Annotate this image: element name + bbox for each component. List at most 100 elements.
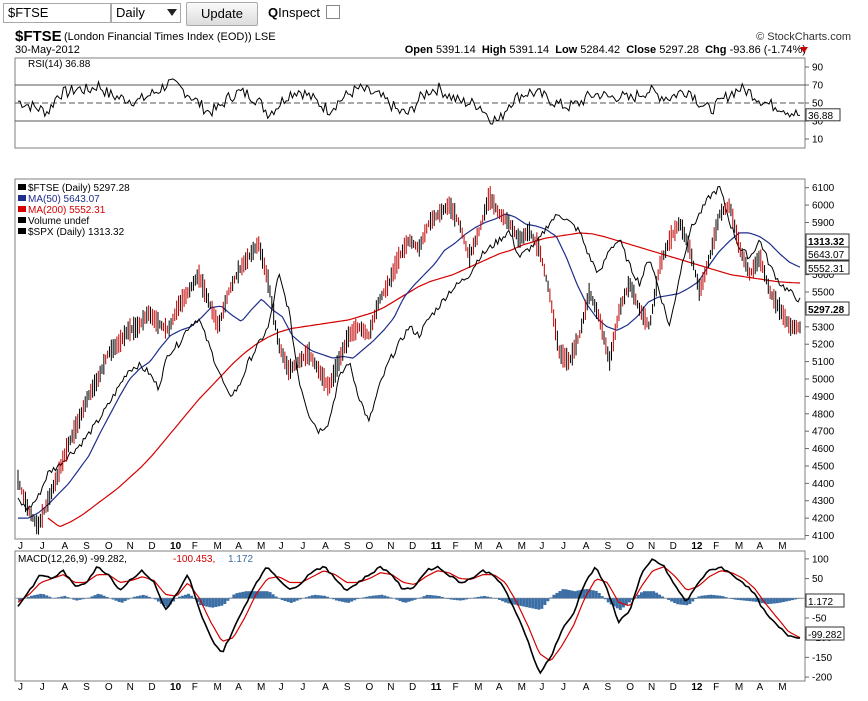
macd-y-tick-label: 50 bbox=[812, 574, 824, 585]
macd-hist-bar bbox=[87, 597, 91, 599]
macd-hist-bar bbox=[582, 589, 586, 599]
macd-hist-bar bbox=[555, 592, 559, 599]
macd-x-tick-label: A bbox=[61, 682, 68, 693]
macd-x-tick-label: N bbox=[648, 682, 655, 693]
inspect-checkbox[interactable] bbox=[326, 5, 340, 19]
price-legend-swatch bbox=[18, 195, 26, 201]
macd-hist-bar bbox=[313, 594, 317, 599]
stockcharts-credit[interactable]: © StockCharts.com bbox=[756, 31, 851, 43]
macd-x-tick-label: N bbox=[387, 682, 394, 693]
macd-hist-bar bbox=[413, 598, 417, 600]
macd-hist-bar bbox=[162, 598, 166, 606]
price-x-tick-label: M bbox=[735, 541, 743, 552]
macd-hist-bar bbox=[310, 595, 314, 599]
macd-hist-bar bbox=[769, 598, 773, 604]
price-y-tick-label: 4900 bbox=[812, 392, 835, 403]
macd-x-tick-label: F bbox=[192, 682, 198, 693]
macd-hist-bar bbox=[440, 596, 444, 599]
macd-hist-bar bbox=[347, 598, 351, 603]
macd-hist-bar bbox=[389, 597, 393, 599]
price-y-tick-label: 4600 bbox=[812, 444, 835, 455]
macd-hist-bar bbox=[603, 598, 607, 600]
macd-hist-bar bbox=[694, 598, 698, 599]
macd-hist-bar bbox=[350, 598, 354, 602]
macd-x-tick-label: A bbox=[496, 682, 503, 693]
macd-hist-bar bbox=[33, 595, 37, 599]
macd-hist-bar bbox=[244, 591, 248, 599]
price-y-tick-label: 4800 bbox=[812, 409, 835, 420]
macd-hist-bar bbox=[48, 596, 52, 599]
inspect-toggle[interactable]: QInspect bbox=[268, 5, 320, 20]
macd-hist-bar bbox=[365, 596, 369, 599]
macd-hist-bar bbox=[673, 598, 677, 604]
macd-hist-bar bbox=[386, 596, 390, 599]
macd-hist-bar bbox=[636, 594, 640, 599]
price-right-label: 5297.28 bbox=[808, 305, 845, 316]
macd-hist-bar bbox=[676, 598, 680, 605]
macd-hist-bar bbox=[649, 591, 653, 599]
macd-x-tick-label: O bbox=[366, 682, 374, 693]
price-x-tick-label: D bbox=[148, 541, 155, 552]
macd-right-label: -99.282 bbox=[808, 630, 842, 641]
macd-hist-bar bbox=[374, 595, 378, 599]
macd-hist-bar bbox=[519, 598, 523, 606]
macd-hist-bar bbox=[428, 595, 432, 599]
macd-hist-bar bbox=[712, 595, 716, 599]
price-x-tick-label: J bbox=[279, 541, 284, 552]
macd-right-label: 1.172 bbox=[808, 597, 833, 608]
price-x-tick-label: F bbox=[452, 541, 458, 552]
macd-hist-bar bbox=[446, 598, 450, 599]
macd-hist-bar bbox=[597, 592, 601, 599]
macd-hist-bar bbox=[691, 598, 695, 602]
macd-hist-bar bbox=[588, 589, 592, 599]
macd-hist-bar bbox=[168, 598, 172, 605]
symbol-input[interactable]: $FTSE bbox=[3, 3, 111, 23]
macd-hist-bar bbox=[141, 594, 145, 599]
rsi-y-tick-label: 90 bbox=[812, 63, 824, 74]
macd-hist-bar bbox=[57, 597, 61, 599]
macd-x-tick-label: O bbox=[626, 682, 634, 693]
price-y-tick-label: 6000 bbox=[812, 201, 835, 212]
macd-hist-bar bbox=[670, 598, 674, 602]
macd-hist-bar bbox=[404, 598, 408, 603]
inspect-label: Inspect bbox=[278, 5, 321, 20]
price-legend-item: $SPX (Daily) 1313.32 bbox=[28, 227, 125, 238]
macd-hist-bar bbox=[642, 591, 646, 599]
macd-hist-bar bbox=[612, 598, 616, 607]
macd-hist-bar bbox=[482, 595, 486, 599]
macd-hist-bar bbox=[181, 595, 185, 599]
macd-hist-bar bbox=[319, 595, 323, 599]
macd-hist-bar bbox=[591, 590, 595, 599]
macd-hist-bar bbox=[570, 590, 574, 599]
price-legend-item: Volume undef bbox=[28, 216, 89, 227]
price-x-tick-label: M bbox=[214, 541, 222, 552]
macd-hist-bar bbox=[646, 591, 650, 599]
macd-hist-bar bbox=[733, 598, 737, 600]
price-x-tick-label: M bbox=[257, 541, 265, 552]
macd-line bbox=[17, 558, 801, 675]
macd-hist-bar bbox=[253, 591, 257, 599]
macd-hist-bar bbox=[295, 598, 299, 601]
macd-hist-bar bbox=[196, 598, 200, 603]
macd-hist-bar bbox=[223, 598, 227, 604]
price-x-tick-label: F bbox=[713, 541, 719, 552]
macd-x-tick-label: M bbox=[778, 682, 786, 693]
price-x-tick-label: A bbox=[235, 541, 242, 552]
macd-hist-bar bbox=[706, 595, 710, 599]
macd-hist-bar bbox=[639, 592, 643, 599]
toolbar: $FTSE Daily Update QInspect bbox=[0, 0, 868, 28]
price-x-tick-label: A bbox=[496, 541, 503, 552]
price-y-tick-label: 4700 bbox=[812, 427, 835, 438]
update-button[interactable]: Update bbox=[186, 2, 258, 26]
macd-hist-bar bbox=[344, 598, 348, 603]
period-select[interactable]: Daily bbox=[111, 3, 181, 23]
down-arrow-icon bbox=[800, 47, 808, 53]
rsi-last-value-box bbox=[805, 108, 841, 122]
price-legend-item: $FTSE (Daily) 5297.28 bbox=[28, 183, 130, 194]
price-x-tick-label: F bbox=[192, 541, 198, 552]
macd-hist-bar bbox=[220, 598, 224, 606]
macd-hist-bar bbox=[96, 593, 100, 599]
macd-hist-bar bbox=[123, 598, 127, 602]
chevron-down-icon bbox=[167, 9, 177, 16]
